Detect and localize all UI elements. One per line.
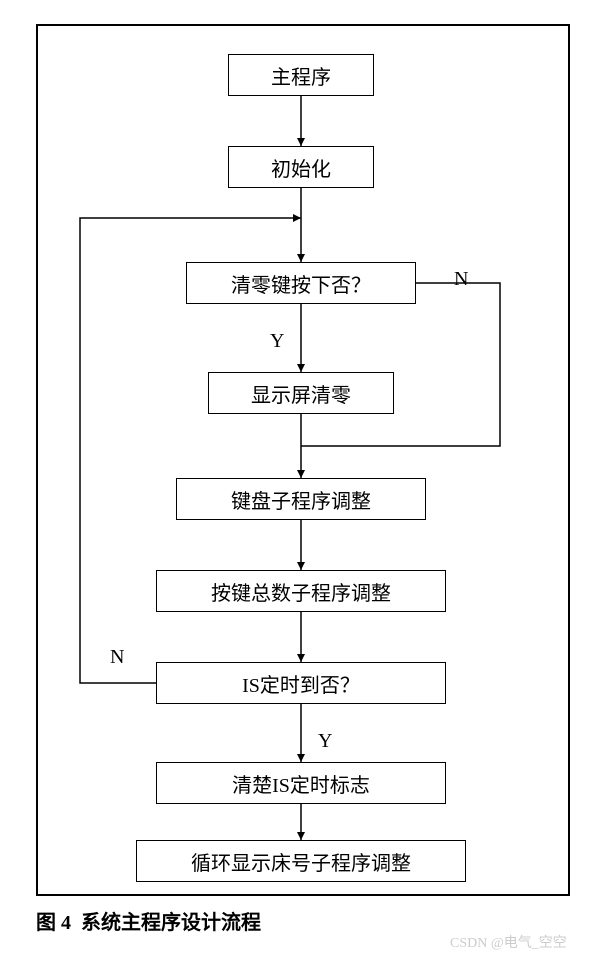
edge-label: N (110, 646, 124, 669)
node-n1: 主程序 (228, 54, 374, 96)
node-n9: 循环显示床号子程序调整 (136, 840, 466, 882)
node-n5: 键盘子程序调整 (176, 478, 426, 520)
node-n2: 初始化 (228, 146, 374, 188)
caption-prefix: 图 4 (36, 912, 71, 934)
node-n3: 清零键按下否？ (186, 262, 416, 304)
caption-text: 系统主程序设计流程 (81, 912, 261, 934)
node-n7: IS定时到否？ (156, 662, 446, 704)
watermark: CSDN @电气_空空 (450, 932, 567, 952)
figure-caption: 图 4 系统主程序设计流程 (36, 906, 261, 935)
edge-label: Y (270, 330, 284, 353)
flowchart-container: 主程序初始化清零键按下否？ 显示屏清零键盘子程序调整按键总数子程序调整 IS定时到否… (0, 0, 603, 954)
edge-label: N (454, 268, 468, 291)
node-n6: 按键总数子程序调整 (156, 570, 446, 612)
node-n4: 显示屏清零 (208, 372, 394, 414)
edge-label: Y (318, 730, 332, 753)
node-n8: 清楚IS定时标志 (156, 762, 446, 804)
